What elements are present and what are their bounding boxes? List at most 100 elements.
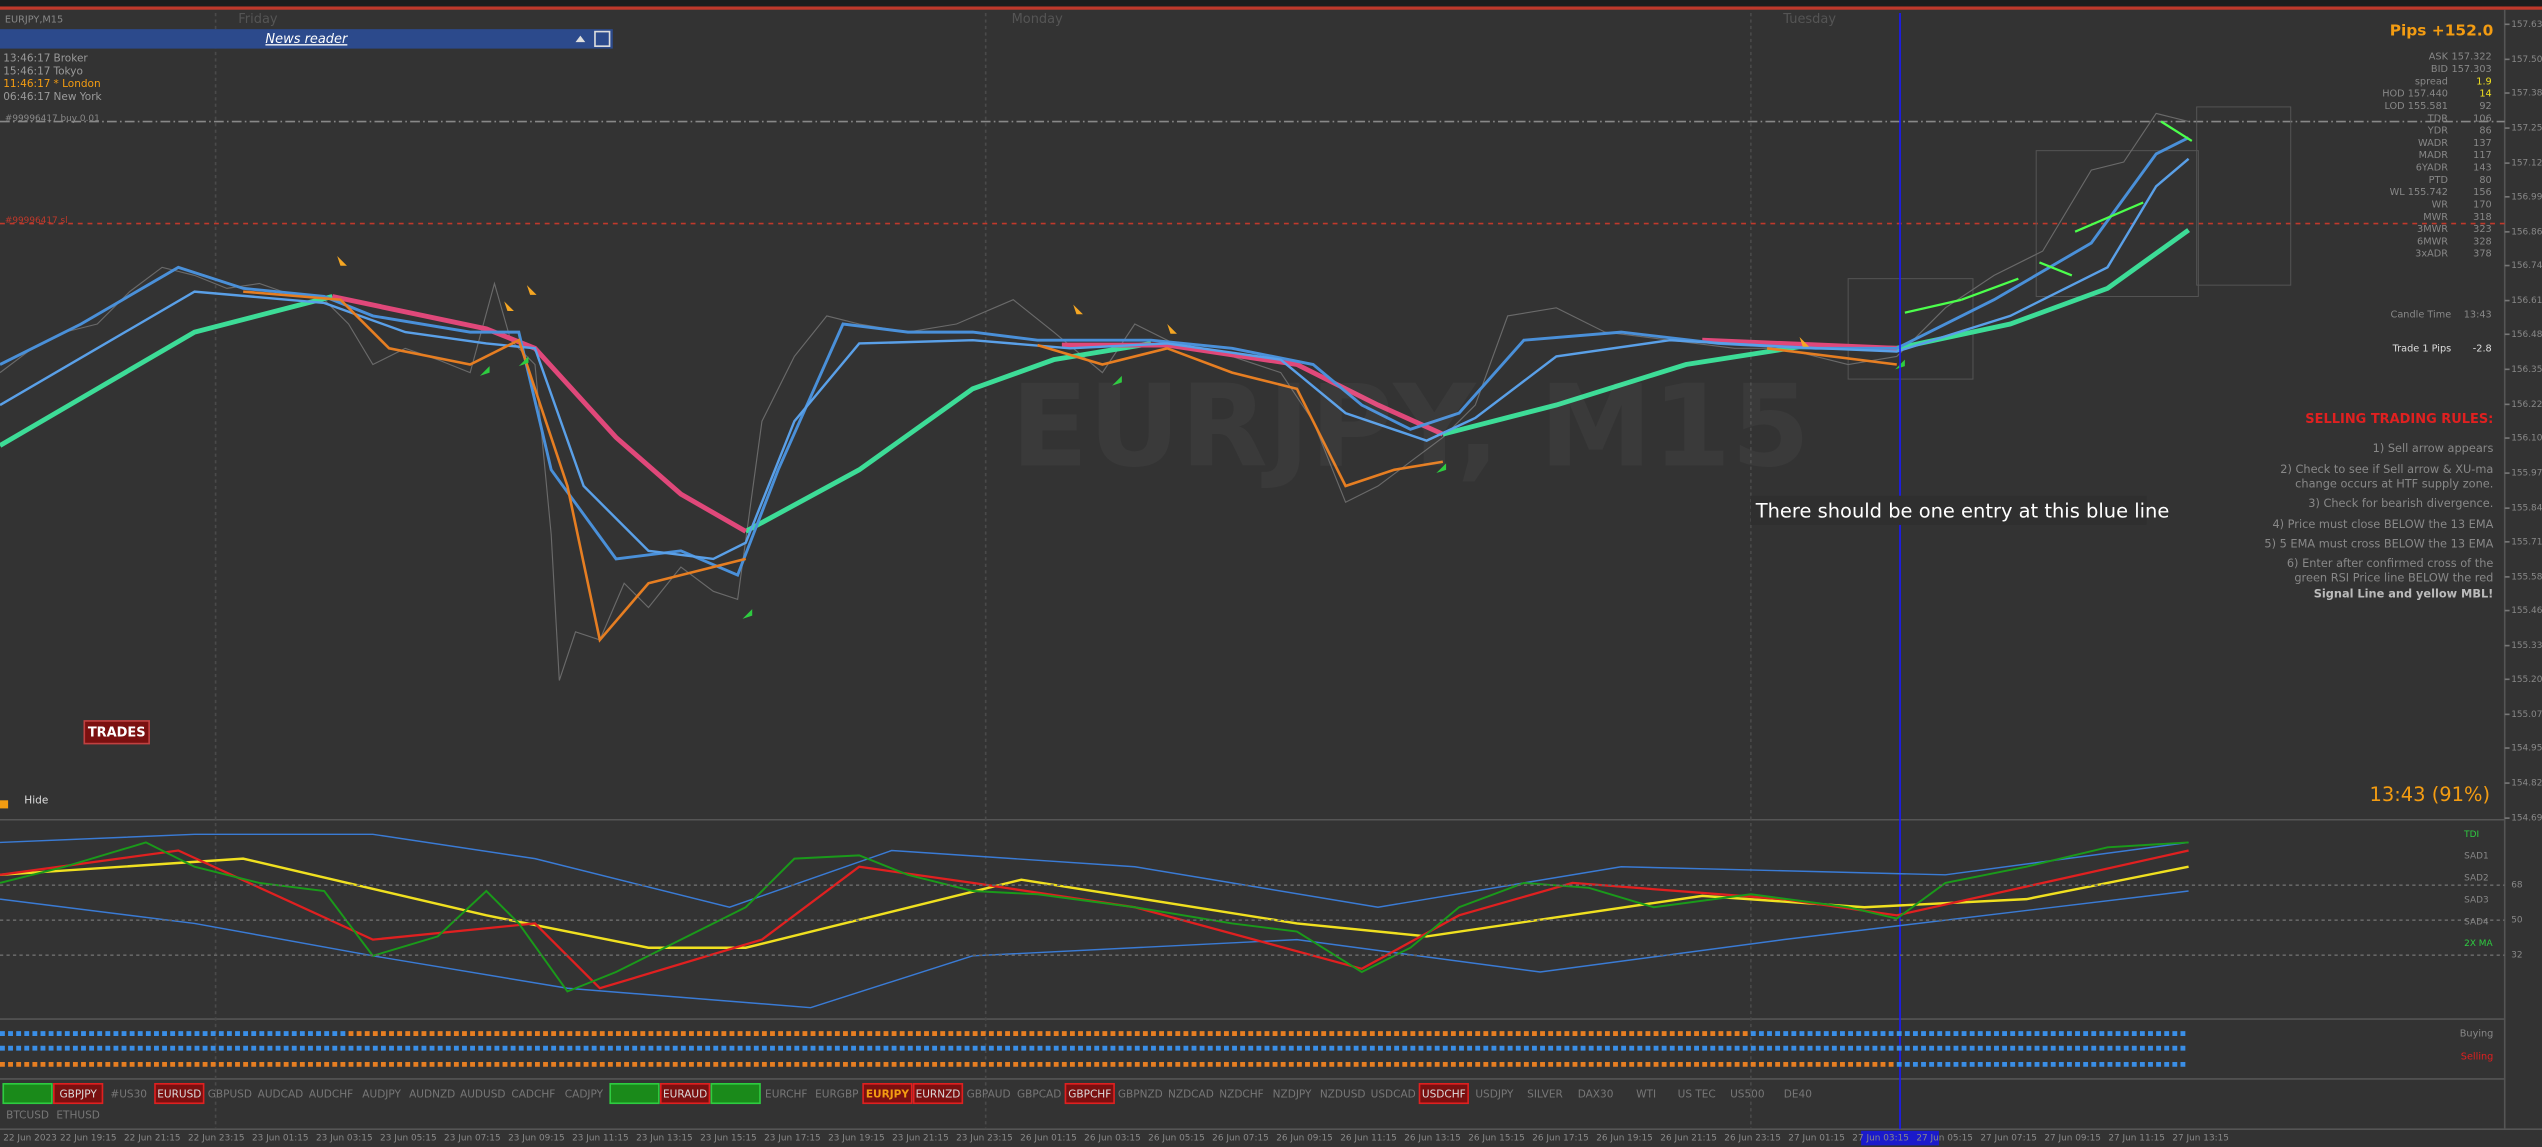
signal-legend: Buying <box>2460 1029 2494 1040</box>
symbol-label[interactable]: ETHUSD <box>56 1109 99 1121</box>
news-reader-close[interactable] <box>594 30 611 47</box>
indicator-level-label: 68 <box>2511 881 2523 891</box>
annotation-box <box>1750 495 2147 525</box>
price-tick-label: 154.822 <box>2511 779 2542 789</box>
order-label: #99996417 buy 0.01 <box>5 114 100 124</box>
price-tick-label: 155.332 <box>2511 641 2542 651</box>
symbol-label: GBPCHF <box>1068 1088 1111 1100</box>
price-tick-label: 155.842 <box>2511 504 2542 514</box>
hide-button[interactable]: Hide <box>24 794 48 806</box>
time-tick-label: 26 Jun 23:15 <box>1724 1134 1781 1144</box>
rule-line: Signal Line and yellow MBL! <box>2314 587 2494 601</box>
price-tick-label: 156.102 <box>2511 434 2542 444</box>
indicator-legend: TDI <box>2463 830 2479 840</box>
symbol-button[interactable] <box>154 1083 205 1105</box>
trades-button[interactable] <box>83 720 150 745</box>
time-tick-label: 26 Jun 03:15 <box>1084 1134 1141 1144</box>
symbol-label: US500 <box>1730 1088 1764 1100</box>
symbol-button[interactable] <box>862 1083 913 1105</box>
day-separators <box>214 12 1752 1130</box>
toolbar-border <box>0 6 2542 10</box>
time-tick-label: 23 Jun 13:15 <box>636 1134 693 1144</box>
tdi-upper-band <box>0 833 2189 908</box>
price-tick-label: 155.587 <box>2511 572 2542 582</box>
info-value: 156 <box>2473 187 2492 198</box>
symbol-label: WTI <box>1636 1088 1656 1100</box>
info-value: 13:43 <box>2464 309 2492 320</box>
time-tick-label: 26 Jun 07:15 <box>1212 1134 1269 1144</box>
price-tick-label: 156.227 <box>2511 400 2542 410</box>
symbol-label: EURNZD <box>916 1088 961 1100</box>
info-label: BID <box>2431 64 2448 75</box>
clock-label: Tokyo <box>52 65 82 77</box>
info-value: 14 <box>2479 89 2491 100</box>
symbol-button[interactable] <box>1418 1083 1469 1105</box>
news-reader-title: News reader <box>265 32 348 47</box>
news-reader-bar[interactable] <box>0 29 613 49</box>
info-value: 157.303 <box>2452 64 2492 75</box>
symbol-button[interactable] <box>53 1083 104 1105</box>
symbol-button[interactable] <box>912 1083 964 1105</box>
price-tick-label: 157.637 <box>2511 20 2542 30</box>
trend-segments <box>1904 120 2193 314</box>
indicator-level-label: 50 <box>2511 916 2523 926</box>
symbol-button[interactable] <box>710 1083 761 1105</box>
price-tick-label: 155.462 <box>2511 606 2542 616</box>
tdi-base-line <box>0 857 2189 949</box>
info-label: Candle Time <box>2391 309 2452 320</box>
signal-dots <box>0 1031 2189 1067</box>
info-label: 6YADR <box>2416 163 2449 174</box>
rule-line: green RSI Price line BELOW the red <box>2294 570 2493 584</box>
clock-label: New York <box>53 91 102 103</box>
symbol-label: DE40 <box>1784 1088 1812 1100</box>
symbol-label[interactable]: BTCUSD <box>6 1109 49 1121</box>
time-tick-label: 27 Jun 03:15 <box>1852 1134 1909 1144</box>
info-value: -2.8 <box>2473 343 2492 354</box>
symbol-label: AUDUSD <box>460 1088 505 1100</box>
time-tick-label: 26 Jun 19:15 <box>1596 1134 1653 1144</box>
rules-title: SELLING TRADING RULES: <box>2305 412 2493 427</box>
time-tick-label: 23 Jun 21:15 <box>892 1134 949 1144</box>
price-tick-label: 157.252 <box>2511 124 2542 134</box>
info-label: 6MWR <box>2417 236 2448 247</box>
rule-line: 2) Check to see if Sell arrow & XU-ma <box>2280 462 2493 476</box>
info-label: HOD 157.440 <box>2382 89 2448 100</box>
tdi-signal-line <box>0 849 2189 990</box>
time-tick-label: 27 Jun 07:15 <box>1980 1134 2037 1144</box>
hide-icon[interactable] <box>0 800 9 809</box>
symbol-button[interactable] <box>659 1083 711 1105</box>
symbol-button[interactable] <box>609 1083 660 1105</box>
info-label: LOD 155.581 <box>2384 101 2448 112</box>
pips-total: Pips +152.0 <box>2390 21 2494 39</box>
info-label: WL 155.742 <box>2390 187 2448 198</box>
symbol-label: GBPNZD <box>1118 1088 1163 1100</box>
symbol-label: USDCAD <box>1371 1088 1416 1100</box>
info-label: MWR <box>2423 212 2448 223</box>
time-tick-label: 23 Jun 19:15 <box>828 1134 885 1144</box>
time-tick-label: 26 Jun 13:15 <box>1404 1134 1461 1144</box>
rule-line: change occurs at HTF supply zone. <box>2295 476 2493 490</box>
symbol-label: GBPJPY <box>59 1088 97 1100</box>
symbol-label: AUDCHF <box>309 1088 353 1100</box>
clock-time: 06:46:17 <box>3 91 50 103</box>
time-tick-label: 22 Jun 21:15 <box>124 1134 181 1144</box>
info-value: 328 <box>2473 236 2492 247</box>
time-tick-label: 22 Jun 2023 <box>3 1134 57 1144</box>
symbol-label: USDCHF <box>1422 1088 1466 1100</box>
symbol-button[interactable] <box>1064 1083 1115 1105</box>
time-tick-label: 23 Jun 07:15 <box>444 1134 501 1144</box>
time-tick-label: 23 Jun 15:15 <box>700 1134 757 1144</box>
info-label: 3xADR <box>2415 249 2448 260</box>
time-tick-label: 26 Jun 01:15 <box>1020 1134 1077 1144</box>
symbol-button[interactable] <box>2 1083 53 1105</box>
watermark: EURJPY, M15 <box>1011 360 1810 492</box>
indicator-legend: 2X MA <box>2464 939 2493 949</box>
rule-line: 3) Check for bearish divergence. <box>2308 496 2493 510</box>
time-tick-label: 27 Jun 05:15 <box>1916 1134 1973 1144</box>
news-reader-collapse[interactable] <box>575 35 586 43</box>
symbol-label: EURJPY,M15 <box>5 14 63 25</box>
price-tick-label: 156.742 <box>2511 261 2542 271</box>
sell-arrows <box>337 255 1810 347</box>
symbol-label: US TEC <box>1678 1088 1716 1100</box>
